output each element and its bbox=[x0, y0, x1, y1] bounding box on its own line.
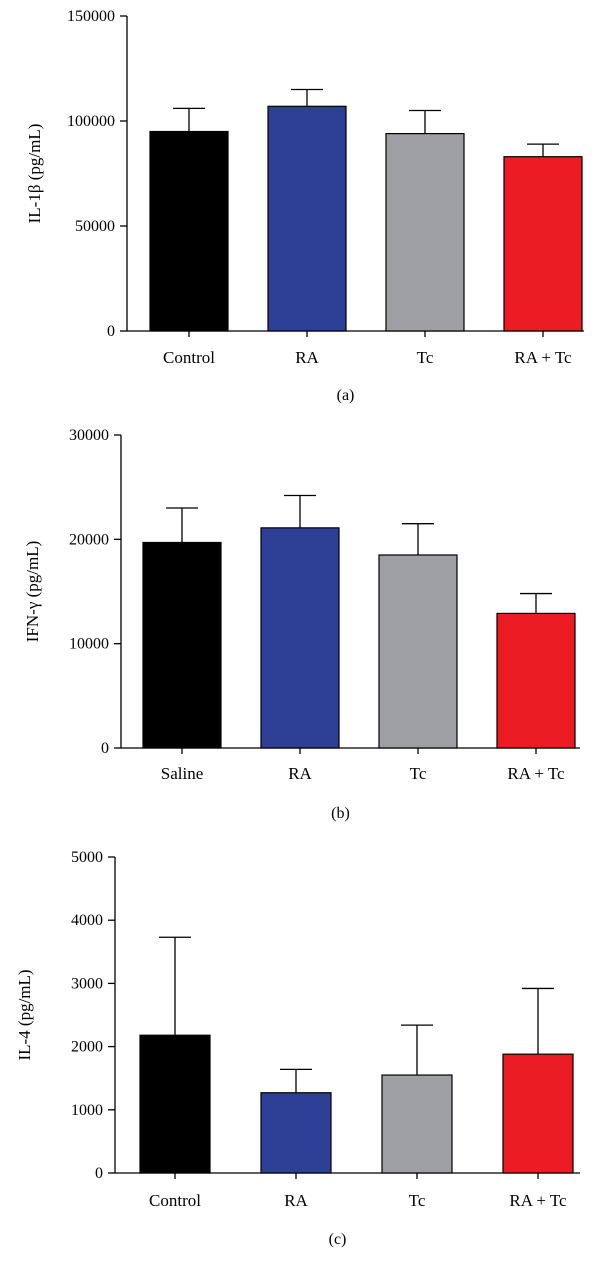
y-tick-label: 2000 bbox=[71, 1039, 103, 1056]
x-tick-label: Control bbox=[163, 348, 215, 367]
panel-label: (a) bbox=[337, 387, 355, 404]
x-tick-label: Control bbox=[149, 1191, 201, 1210]
error-bar bbox=[291, 88, 323, 107]
y-tick-label: 3000 bbox=[71, 975, 103, 992]
error-bar bbox=[402, 523, 434, 555]
y-axis-title: IL-1β (pg/mL) bbox=[25, 124, 44, 224]
x-tick-label: Saline bbox=[161, 764, 204, 783]
error-bar bbox=[166, 507, 198, 543]
y-tick-label: 0 bbox=[95, 1165, 103, 1182]
x-tick-label: RA bbox=[288, 764, 312, 783]
y-tick-label: 5000 bbox=[71, 849, 103, 866]
bar-tc bbox=[385, 133, 465, 332]
bar-ra bbox=[260, 527, 340, 749]
bar-ra bbox=[267, 105, 347, 332]
panel-label: (c) bbox=[329, 1231, 347, 1248]
bar-control bbox=[149, 130, 229, 332]
chart-panel-3: 0 1000 2000 3000 4000 5000 IL-4 (pg/mL) Control… bbox=[15, 849, 580, 1248]
y-axis-title: IL-4 (pg/mL) bbox=[15, 969, 34, 1060]
y-tick-label: 50000 bbox=[75, 218, 115, 235]
y-tick-label: 10000 bbox=[69, 636, 109, 653]
y-tick-label: 150000 bbox=[67, 8, 115, 25]
bar-ra-tc bbox=[503, 156, 583, 332]
error-bar bbox=[520, 592, 552, 614]
chart-panel-1: 0 50000 100000 150000 IL-1β (pg/mL) Control RA… bbox=[25, 8, 584, 404]
x-tick-label: RA + Tc bbox=[509, 1191, 567, 1210]
panel-label: (b) bbox=[331, 805, 350, 822]
chart-panel-2: 0 10000 20000 30000 IFN-γ (pg/mL) Saline RA Tc R… bbox=[23, 427, 580, 822]
x-tick-label: RA bbox=[295, 348, 319, 367]
error-bar bbox=[401, 1024, 433, 1076]
error-bar bbox=[522, 987, 554, 1055]
y-tick-label: 1000 bbox=[71, 1102, 103, 1119]
error-bar bbox=[527, 143, 559, 157]
bar-saline bbox=[142, 541, 222, 749]
y-tick-label: 100000 bbox=[67, 113, 115, 130]
bar-tc bbox=[381, 1074, 453, 1174]
x-tick-label: Tc bbox=[417, 348, 434, 367]
bar-ra bbox=[260, 1092, 332, 1174]
bar-ra-tc bbox=[502, 1053, 574, 1174]
x-tick-label: RA bbox=[284, 1191, 308, 1210]
error-bar bbox=[159, 936, 191, 1036]
bar-tc bbox=[378, 554, 458, 749]
y-tick-label: 20000 bbox=[69, 531, 109, 548]
y-tick-label: 30000 bbox=[69, 427, 109, 444]
error-bar bbox=[280, 1068, 312, 1093]
error-bar bbox=[173, 107, 205, 132]
y-tick-label: 0 bbox=[101, 740, 109, 757]
y-tick-label: 4000 bbox=[71, 912, 103, 929]
error-bar bbox=[284, 494, 316, 528]
x-tick-label: RA + Tc bbox=[514, 348, 572, 367]
y-tick-label: 0 bbox=[107, 323, 115, 340]
x-tick-label: Tc bbox=[409, 1191, 426, 1210]
y-axis-title: IFN-γ (pg/mL) bbox=[23, 541, 42, 642]
x-tick-label: RA + Tc bbox=[507, 764, 565, 783]
bar-control bbox=[139, 1034, 211, 1174]
error-bar bbox=[409, 109, 441, 134]
x-tick-label: Tc bbox=[410, 764, 427, 783]
bar-ra-tc bbox=[496, 612, 576, 749]
